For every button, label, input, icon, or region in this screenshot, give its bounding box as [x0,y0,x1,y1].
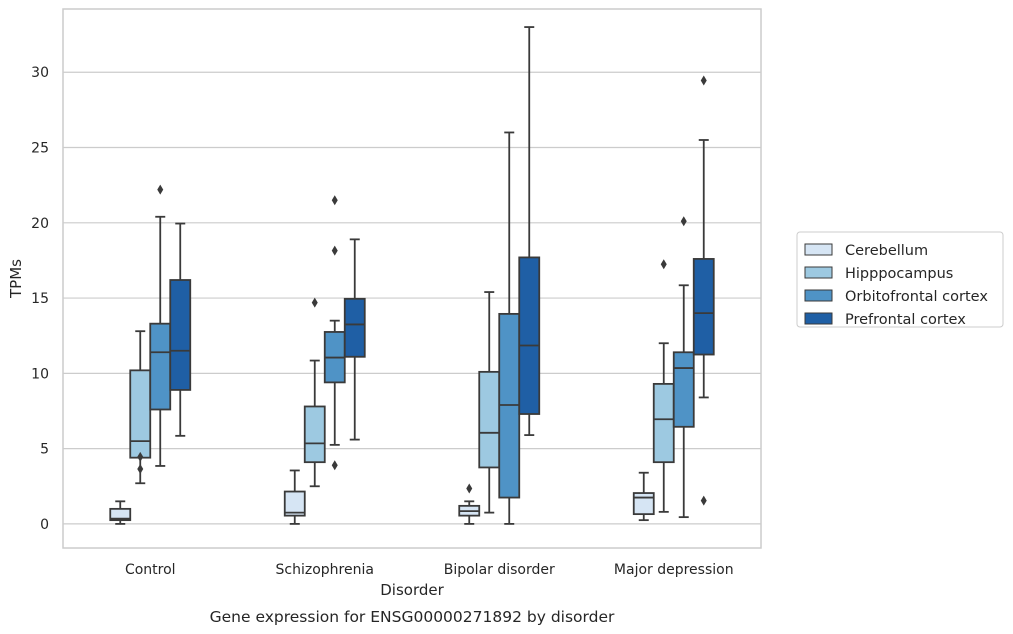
x-tick-label: Bipolar disorder [444,562,555,578]
legend-swatch [804,266,833,279]
legend-label: Cerebellum [845,243,928,259]
box-prefrontal-cortex-1 [343,238,366,441]
y-axis-label: TPMs [7,259,25,299]
legend: Cerebellum Hipppocampus Orbitofrontal cort… [796,231,1004,328]
outlier-point [137,463,144,474]
box-iqr [632,492,655,516]
chart-caption: Gene expression for ENSG00000271892 by d… [210,608,615,626]
box-cerebellum-0 [109,500,132,525]
box-iqr [343,297,366,358]
box-iqr [169,279,192,391]
plot-frame [62,8,762,549]
box-iqr [149,322,172,411]
outlier-point [331,195,338,206]
legend-swatch [804,312,833,325]
x-tick-label: Major depression [614,562,734,578]
outlier-point [466,483,473,494]
y-tick-label: 30 [31,65,49,81]
box-hipppocampus-3 [652,259,675,513]
outlier-point [137,451,144,462]
box-prefrontal-cortex-0 [169,222,192,437]
box-hipppocampus-1 [303,297,326,488]
y-tick-label: 20 [31,216,49,232]
y-tick-label: 10 [31,366,49,382]
box-iqr [518,256,541,415]
legend-label: Orbitofrontal cortex [845,289,988,305]
box-cerebellum-3 [632,471,655,522]
box-orbitofrontal-cortex-1 [323,195,346,471]
x-tick-label: Control [125,562,176,578]
outlier-point [700,495,707,506]
y-tick-label: 5 [40,442,49,458]
box-prefrontal-cortex-3 [692,75,715,506]
boxes [109,26,715,525]
x-tick-label: Schizophrenia [276,562,374,578]
y-tick-labels: 0 5 10 15 20 25 30 [31,65,49,533]
outlier-point [700,75,707,86]
y-tick-label: 15 [31,291,49,307]
box-cerebellum-2 [458,483,481,525]
box-orbitofrontal-cortex-2 [498,131,521,525]
box-iqr [692,258,715,356]
y-tick-label: 25 [31,141,49,157]
legend-label: Prefrontal cortex [845,312,966,328]
box-iqr [672,351,695,428]
outlier-point [331,245,338,256]
outlier-point [331,460,338,471]
legend-label: Hipppocampus [845,266,953,282]
y-tick-label: 0 [40,517,49,533]
box-cerebellum-1 [283,469,306,525]
box-prefrontal-cortex-2 [518,26,541,436]
x-axis-label: Disorder [380,581,444,599]
box-iqr [478,370,501,469]
outlier-point [660,259,667,270]
box-orbitofrontal-cortex-3 [672,216,695,519]
x-tick-labels: Control Schizophrenia Bipolar disorder Majo… [125,562,734,578]
box-iqr [129,369,152,459]
box-iqr [109,507,132,522]
box-hipppocampus-0 [129,330,152,485]
box-orbitofrontal-cortex-0 [149,184,172,467]
legend-frame [796,231,1004,328]
box-iqr [283,490,306,517]
legend-swatch [804,289,833,302]
outlier-point [680,216,687,227]
outlier-point [157,184,164,195]
box-hipppocampus-2 [478,291,501,514]
legend-swatch [804,243,833,256]
box-iqr [652,382,675,464]
box-iqr [303,405,326,464]
outlier-point [311,297,318,308]
